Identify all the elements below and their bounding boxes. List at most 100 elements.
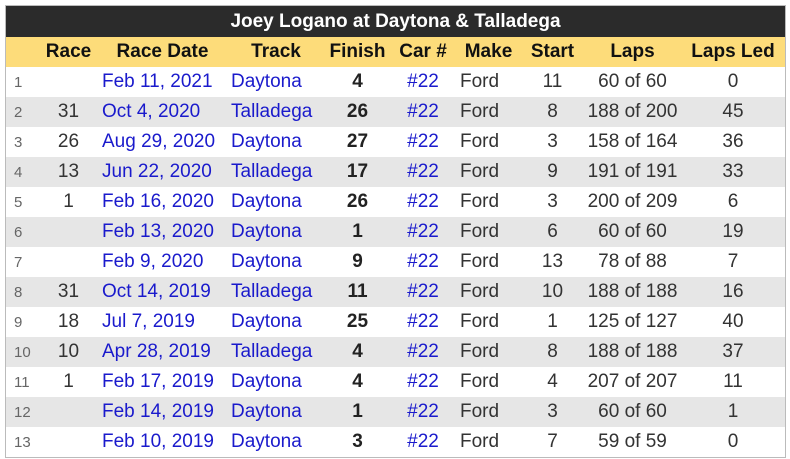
cell-row-number: 13 <box>14 433 31 451</box>
car-number-link[interactable]: #22 <box>407 161 439 182</box>
track-link[interactable]: Daytona <box>231 251 302 272</box>
cell-start: 9 <box>521 157 584 187</box>
car-number-link[interactable]: #22 <box>407 401 439 422</box>
cell-race: 26 <box>57 131 80 152</box>
track-link[interactable]: Daytona <box>231 71 302 92</box>
race-date-link[interactable]: Feb 13, 2020 <box>102 221 214 242</box>
race-date-link[interactable]: Jun 22, 2020 <box>102 161 212 182</box>
car-number-link[interactable]: #22 <box>407 431 439 452</box>
race-date-link[interactable]: Feb 11, 2021 <box>102 71 213 92</box>
cell-finish: 4 <box>352 71 363 92</box>
cell-laps: 191 of 191 <box>584 157 681 187</box>
column-header-race-date: Race Date <box>98 37 227 67</box>
cell-finish: 4 <box>325 337 390 367</box>
table-title: Joey Logano at Daytona & Talladega <box>6 6 785 37</box>
cell-track: Daytona <box>227 367 325 397</box>
track-link[interactable]: Daytona <box>231 311 302 332</box>
track-link[interactable]: Daytona <box>231 431 302 452</box>
cell-race-date: Jul 7, 2019 <box>98 307 227 337</box>
cell-make: Ford <box>456 97 521 127</box>
cell-car-number: #22 <box>390 187 456 217</box>
column-header-start: Start <box>521 37 584 67</box>
cell-start: 7 <box>547 431 558 452</box>
cell-start: 6 <box>521 217 584 247</box>
race-date-link[interactable]: Feb 9, 2020 <box>102 251 204 272</box>
race-date-link[interactable]: Feb 17, 2019 <box>102 371 214 392</box>
cell-race: 31 <box>39 277 98 307</box>
car-number-link[interactable]: #22 <box>407 311 439 332</box>
car-number-link[interactable]: #22 <box>407 341 439 362</box>
cell-race-date: Apr 28, 2019 <box>98 337 227 367</box>
race-date-link[interactable]: Oct 4, 2020 <box>102 101 201 122</box>
track-link[interactable]: Daytona <box>231 191 302 212</box>
cell-laps-led: 0 <box>727 431 739 452</box>
race-date-link[interactable]: Oct 14, 2019 <box>102 281 211 302</box>
cell-start: 3 <box>547 191 558 212</box>
race-date-link[interactable]: Feb 14, 2019 <box>102 401 214 422</box>
race-date-link[interactable]: Aug 29, 2020 <box>102 131 216 152</box>
cell-laps: 125 of 127 <box>587 311 678 332</box>
cell-race: 1 <box>63 371 74 392</box>
cell-start: 10 <box>521 277 584 307</box>
table-row: 11 1 Feb 17, 2019 Daytona 4 #22 Ford 4 207 of 20… <box>6 367 785 397</box>
car-number-link[interactable]: #22 <box>407 191 439 212</box>
cell-start: 4 <box>547 371 558 392</box>
track-link[interactable]: Daytona <box>231 401 302 422</box>
cell-race-date: Feb 14, 2019 <box>98 397 227 427</box>
race-date-link[interactable]: Feb 10, 2019 <box>102 431 214 452</box>
track-link[interactable]: Daytona <box>231 371 302 392</box>
cell-race <box>39 247 98 277</box>
cell-car-number: #22 <box>390 217 456 247</box>
track-link[interactable]: Talladega <box>231 341 313 362</box>
cell-race-date: Jun 22, 2020 <box>98 157 227 187</box>
table-row: 5 1 Feb 16, 2020 Daytona 26 #22 Ford 3 200 of 20… <box>6 187 785 217</box>
cell-make: Ford <box>460 311 500 332</box>
cell-laps: 60 of 60 <box>598 71 667 92</box>
race-date-link[interactable]: Apr 28, 2019 <box>102 341 211 362</box>
cell-make: Ford <box>460 191 500 212</box>
column-header-car-number: Car # <box>390 37 456 67</box>
cell-start: 8 <box>521 337 584 367</box>
cell-finish: 1 <box>325 217 390 247</box>
track-link[interactable]: Talladega <box>231 161 313 182</box>
results-table-container: Joey Logano at Daytona & Talladega Race R… <box>5 5 786 458</box>
cell-race-date: Feb 13, 2020 <box>98 217 227 247</box>
cell-finish: 25 <box>346 311 369 332</box>
cell-finish: 11 <box>325 277 390 307</box>
table-row: 2 31 Oct 4, 2020 Talladega 26 #22 Ford 8 188 of … <box>6 97 785 127</box>
car-number-link[interactable]: #22 <box>407 251 439 272</box>
track-link[interactable]: Talladega <box>231 101 313 122</box>
race-date-link[interactable]: Jul 7, 2019 <box>102 311 195 332</box>
cell-car-number: #22 <box>390 337 456 367</box>
cell-row-number: 11 <box>14 373 30 391</box>
cell-start: 3 <box>521 397 584 427</box>
car-number-link[interactable]: #22 <box>407 221 439 242</box>
cell-race-date: Feb 16, 2020 <box>98 187 227 217</box>
cell-car-number: #22 <box>390 127 456 157</box>
cell-track: Daytona <box>227 217 325 247</box>
header-row: Race Race Date Track Finish Car # Make Start La… <box>6 37 785 67</box>
car-number-link[interactable]: #22 <box>407 281 439 302</box>
car-number-link[interactable]: #22 <box>407 131 439 152</box>
cell-laps-led: 40 <box>722 311 744 332</box>
car-number-link[interactable]: #22 <box>407 371 439 392</box>
table-row: 12 Feb 14, 2019 Daytona 1 #22 Ford 3 60 of 60 1 <box>6 397 785 427</box>
cell-row-number: 1 <box>14 73 23 91</box>
cell-laps: 59 of 59 <box>598 431 667 452</box>
cell-track: Talladega <box>227 97 325 127</box>
car-number-link[interactable]: #22 <box>407 101 439 122</box>
track-link[interactable]: Talladega <box>231 281 313 302</box>
cell-laps-led: 0 <box>727 71 739 92</box>
car-number-link[interactable]: #22 <box>407 71 439 92</box>
race-date-link[interactable]: Feb 16, 2020 <box>102 191 214 212</box>
track-link[interactable]: Daytona <box>231 131 302 152</box>
cell-laps: 188 of 200 <box>584 97 681 127</box>
table-row: 9 18 Jul 7, 2019 Daytona 25 #22 Ford 1 125 of 12… <box>6 307 785 337</box>
cell-laps-led: 45 <box>681 97 785 127</box>
cell-race: 10 <box>39 337 98 367</box>
cell-car-number: #22 <box>390 367 456 397</box>
cell-laps: 188 of 188 <box>584 277 681 307</box>
cell-race <box>39 427 98 457</box>
cell-car-number: #22 <box>390 97 456 127</box>
track-link[interactable]: Daytona <box>231 221 302 242</box>
